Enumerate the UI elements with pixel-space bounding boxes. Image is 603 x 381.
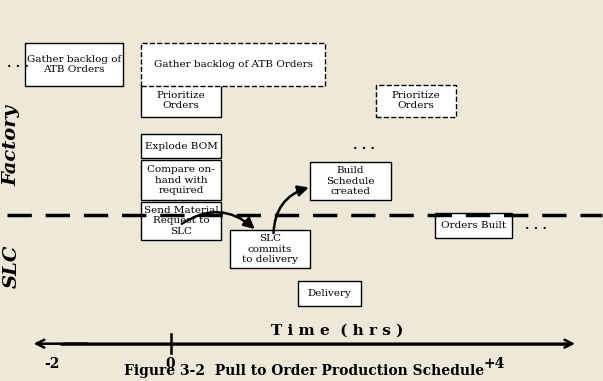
Text: -2: -2 xyxy=(44,357,59,371)
Text: Explode BOM: Explode BOM xyxy=(145,142,218,150)
Text: Gather backlog of
ATB Orders: Gather backlog of ATB Orders xyxy=(27,55,121,74)
Text: 0: 0 xyxy=(166,357,175,371)
FancyBboxPatch shape xyxy=(141,43,325,86)
FancyBboxPatch shape xyxy=(141,134,221,158)
Text: Figure 3-2  Pull to Order Production Schedule: Figure 3-2 Pull to Order Production Sche… xyxy=(124,364,484,378)
Text: . . .: . . . xyxy=(353,139,374,152)
Text: Prioritize
Orders: Prioritize Orders xyxy=(391,91,440,110)
Text: Compare on-
hand with
required: Compare on- hand with required xyxy=(147,165,215,195)
FancyBboxPatch shape xyxy=(435,213,513,238)
FancyBboxPatch shape xyxy=(141,85,221,117)
Text: Prioritize
Orders: Prioritize Orders xyxy=(157,91,206,110)
FancyBboxPatch shape xyxy=(376,85,456,117)
Text: +4: +4 xyxy=(484,357,505,371)
Text: Delivery: Delivery xyxy=(308,289,352,298)
Text: T i m e  ( h r s ): T i m e ( h r s ) xyxy=(271,324,403,338)
Text: . . .: . . . xyxy=(7,57,29,70)
Text: SLC: SLC xyxy=(2,245,21,288)
FancyBboxPatch shape xyxy=(141,202,221,240)
Text: . . .: . . . xyxy=(525,219,547,232)
Text: Build
Schedule
created: Build Schedule created xyxy=(326,166,374,196)
Text: Gather backlog of ATB Orders: Gather backlog of ATB Orders xyxy=(154,60,312,69)
FancyBboxPatch shape xyxy=(230,230,311,268)
FancyBboxPatch shape xyxy=(298,281,361,306)
Text: SLC
commits
to delivery: SLC commits to delivery xyxy=(242,234,298,264)
Text: Send Material
Request to
SLC: Send Material Request to SLC xyxy=(144,206,218,236)
Text: Factory: Factory xyxy=(2,105,21,186)
FancyBboxPatch shape xyxy=(141,160,221,200)
FancyBboxPatch shape xyxy=(25,43,123,86)
FancyBboxPatch shape xyxy=(311,162,391,200)
Text: Orders Built: Orders Built xyxy=(441,221,507,230)
